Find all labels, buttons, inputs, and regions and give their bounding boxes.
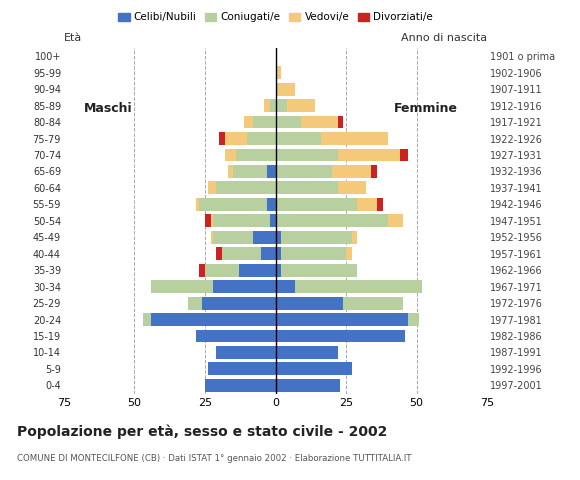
Bar xyxy=(357,198,377,211)
Bar xyxy=(216,181,276,194)
Bar xyxy=(301,116,338,129)
Bar xyxy=(276,116,301,129)
Bar xyxy=(408,313,419,326)
Bar xyxy=(287,99,315,112)
Bar xyxy=(276,330,405,342)
Bar xyxy=(400,148,408,161)
Bar xyxy=(276,379,340,392)
Bar xyxy=(338,148,400,161)
Text: Popolazione per età, sesso e stato civile - 2002: Popolazione per età, sesso e stato civil… xyxy=(17,425,388,439)
Bar xyxy=(197,330,276,342)
Bar xyxy=(216,247,222,260)
Bar xyxy=(276,66,281,79)
Bar xyxy=(205,215,211,227)
Bar xyxy=(213,215,270,227)
Bar xyxy=(188,297,202,310)
Bar xyxy=(276,83,278,96)
Text: Femmine: Femmine xyxy=(394,102,458,115)
Bar xyxy=(213,280,276,293)
Text: Età: Età xyxy=(64,33,82,43)
Bar xyxy=(295,280,422,293)
Bar xyxy=(247,132,276,145)
Legend: Celibi/Nubili, Coniugati/e, Vedovi/e, Divorziati/e: Celibi/Nubili, Coniugati/e, Vedovi/e, Di… xyxy=(114,8,437,26)
Bar xyxy=(213,231,253,244)
Bar xyxy=(276,132,321,145)
Bar xyxy=(205,264,239,276)
Bar xyxy=(276,181,338,194)
Bar xyxy=(276,247,281,260)
Bar xyxy=(267,165,276,178)
Bar xyxy=(338,116,343,129)
Bar xyxy=(216,346,276,359)
Bar xyxy=(281,231,351,244)
Bar xyxy=(343,297,403,310)
Bar xyxy=(208,181,216,194)
Bar xyxy=(224,148,236,161)
Bar xyxy=(211,215,213,227)
Bar xyxy=(211,231,213,244)
Bar xyxy=(276,280,295,293)
Bar xyxy=(371,165,377,178)
Bar xyxy=(262,247,275,260)
Bar xyxy=(276,313,408,326)
Bar xyxy=(276,198,357,211)
Bar xyxy=(244,116,253,129)
Bar xyxy=(233,165,267,178)
Bar xyxy=(276,148,338,161)
Bar xyxy=(276,165,332,178)
Bar xyxy=(281,247,346,260)
Text: COMUNE DI MONTECILFONE (CB) · Dati ISTAT 1° gennaio 2002 · Elaborazione TUTTITAL: COMUNE DI MONTECILFONE (CB) · Dati ISTAT… xyxy=(17,454,412,463)
Bar xyxy=(224,132,247,145)
Bar xyxy=(151,313,276,326)
Bar xyxy=(151,280,213,293)
Bar xyxy=(270,99,275,112)
Bar xyxy=(239,264,276,276)
Bar xyxy=(338,181,366,194)
Bar xyxy=(389,215,403,227)
Bar xyxy=(276,264,281,276)
Bar xyxy=(321,132,389,145)
Bar xyxy=(351,231,357,244)
Bar xyxy=(281,264,357,276)
Bar xyxy=(227,165,233,178)
Bar xyxy=(276,99,287,112)
Bar xyxy=(208,362,276,375)
Bar xyxy=(332,165,371,178)
Bar xyxy=(276,362,351,375)
Text: Anno di nascita: Anno di nascita xyxy=(401,33,487,43)
Text: Maschi: Maschi xyxy=(84,102,132,115)
Bar xyxy=(236,148,276,161)
Bar xyxy=(377,198,383,211)
Bar xyxy=(264,99,270,112)
Bar xyxy=(200,264,205,276)
Bar xyxy=(200,198,267,211)
Bar xyxy=(205,379,276,392)
Bar xyxy=(270,215,275,227)
Bar xyxy=(253,231,276,244)
Bar xyxy=(197,198,200,211)
Bar xyxy=(276,231,281,244)
Bar xyxy=(143,313,151,326)
Bar xyxy=(276,297,343,310)
Bar xyxy=(346,247,351,260)
Bar xyxy=(276,346,338,359)
Bar xyxy=(219,132,224,145)
Bar xyxy=(222,247,262,260)
Bar xyxy=(253,116,276,129)
Bar xyxy=(276,215,389,227)
Bar xyxy=(202,297,276,310)
Bar xyxy=(278,83,295,96)
Bar xyxy=(267,198,276,211)
